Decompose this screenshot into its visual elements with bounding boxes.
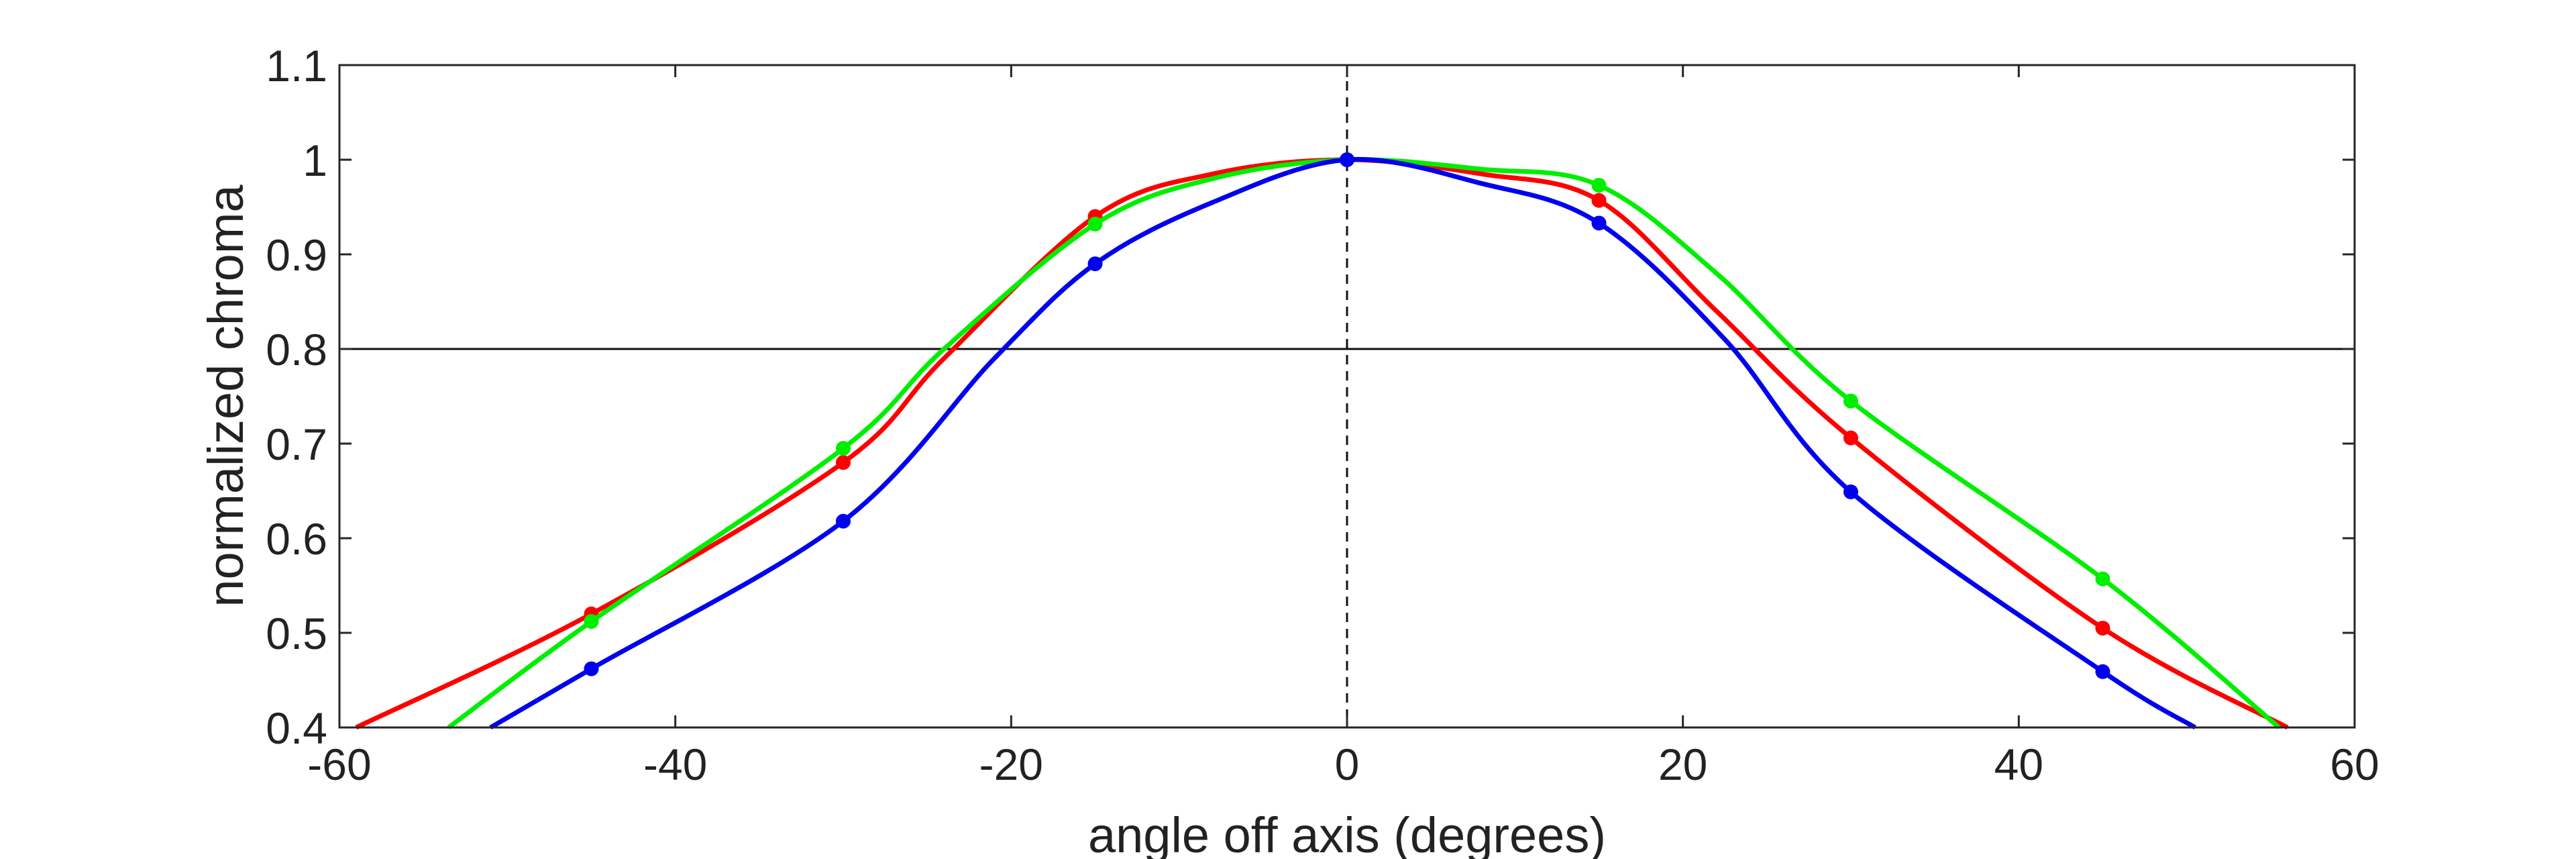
data-point: [836, 441, 851, 456]
data-point: [2095, 620, 2110, 636]
y-tick-label: 0.6: [266, 514, 327, 564]
x-tick-label: 20: [1658, 740, 1707, 789]
x-tick-label: 60: [2330, 740, 2379, 789]
reference-lines: [339, 65, 2355, 727]
x-tick-label: 0: [1335, 740, 1360, 789]
y-tick-label: 0.7: [266, 419, 327, 469]
data-point: [1591, 215, 1607, 231]
data-point: [1843, 484, 1858, 499]
x-tick-label: -20: [979, 740, 1043, 789]
y-tick-label: 0.5: [266, 609, 327, 658]
data-point: [2095, 664, 2110, 679]
data-point: [1087, 216, 1103, 232]
x-axis-title: angle off axis (degrees): [1088, 807, 1606, 859]
data-point: [584, 614, 599, 629]
data-point: [836, 455, 851, 470]
y-tick-label: 1.1: [266, 41, 327, 91]
data-point: [1591, 193, 1607, 208]
data-point: [584, 661, 599, 676]
data-point: [1843, 430, 1858, 446]
series-3: [489, 152, 2197, 730]
data-point: [1843, 393, 1858, 409]
data-point: [836, 513, 851, 529]
y-tick-label: 0.4: [266, 703, 327, 753]
y-tick-label: 0.8: [266, 325, 327, 374]
data-point: [2095, 571, 2110, 587]
data-point: [1591, 178, 1607, 193]
y-tick-label: 1: [303, 136, 327, 185]
y-axis-title: normalized chroma: [198, 185, 254, 607]
series-layer: [355, 152, 2289, 730]
x-tick-label: 40: [1994, 740, 2043, 789]
data-point: [1340, 152, 1354, 167]
ticks-layer: -60 -40 -20 0 20 40 60 0.4 0.5 0.6 0.7 0.8 0.9 1 1.1: [266, 41, 2379, 789]
data-point: [1087, 256, 1103, 272]
y-tick-label: 0.9: [266, 230, 327, 280]
x-tick-label: -40: [643, 740, 707, 789]
x-tick-label: -60: [307, 740, 371, 789]
